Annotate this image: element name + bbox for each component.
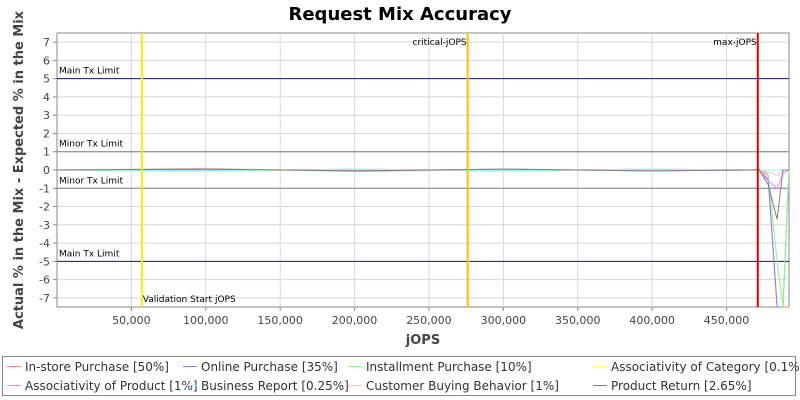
x-tick-label: 200,000 — [332, 314, 378, 327]
x-tick-label: 100,000 — [183, 314, 229, 327]
legend-item: Installment Purchase [10%] — [348, 360, 532, 374]
legend-swatch — [593, 385, 607, 386]
legend-item: Online Purchase [35%] — [183, 360, 338, 374]
legend-label: Customer Buying Behavior [1%] — [366, 379, 559, 393]
limit-line-label: Main Tx Limit — [59, 67, 120, 77]
legend-item: Business Report [0.25%] — [183, 379, 349, 393]
legend-label: Installment Purchase [10%] — [366, 360, 532, 374]
marker-label: max-jOPS — [713, 38, 757, 48]
limit-line-label: Minor Tx Limit — [59, 176, 124, 186]
y-tick-label: 6 — [43, 54, 50, 67]
legend-label: In-store Purchase [50%] — [25, 360, 169, 374]
legend-swatch — [183, 366, 197, 367]
y-tick-label: 2 — [43, 127, 50, 140]
axes: 7 6 5 4 3 2 1 0 -1 -2 -3 -4 -5 -6 -7 50,000 100,000 150,0… — [39, 36, 749, 327]
marker-label: Validation Start jOPS — [143, 295, 236, 305]
x-axis-label: jOPS — [405, 333, 440, 348]
legend-swatch — [348, 385, 362, 386]
legend-item: Associativity of Category [0.1%] — [593, 360, 800, 374]
legend-item: Product Return [2.65%] — [593, 379, 752, 393]
marker-label: critical-jOPS — [413, 38, 467, 48]
legend-swatch — [7, 366, 21, 367]
marker-lines: Validation Start jOPS critical-jOPS max-jO… — [140, 33, 759, 307]
y-tick-label: 3 — [43, 109, 50, 122]
legend-swatch — [183, 385, 197, 386]
legend-label: Business Report [0.25%] — [201, 379, 349, 393]
y-tick-label: -3 — [39, 219, 50, 232]
x-tick-label: 300,000 — [481, 314, 527, 327]
legend-item: Associativity of Product [1%] — [7, 379, 198, 393]
y-tick-label: 5 — [43, 73, 50, 86]
y-tick-label: -6 — [39, 274, 50, 287]
legend-label: Associativity of Product [1%] — [25, 379, 198, 393]
y-tick-label: 1 — [43, 146, 50, 159]
legend: In-store Purchase [50%] Online Purchase [… — [2, 356, 800, 396]
legend-label: Associativity of Category [0.1%] — [611, 360, 800, 374]
limit-line-label: Main Tx Limit — [59, 249, 120, 259]
x-tick-label: 400,000 — [629, 314, 675, 327]
limit-line-label: Minor Tx Limit — [59, 140, 124, 150]
legend-label: Online Purchase [35%] — [201, 360, 338, 374]
series-lines — [56, 167, 790, 308]
x-tick-label: 150,000 — [257, 314, 303, 327]
y-tick-label: 4 — [43, 91, 50, 104]
y-tick-label: 0 — [43, 164, 50, 177]
legend-swatch — [348, 366, 362, 367]
y-tick-label: -7 — [39, 292, 50, 305]
legend-item: Customer Buying Behavior [1%] — [348, 379, 559, 393]
x-tick-label: 50,000 — [112, 314, 151, 327]
chart-title: Request Mix Accuracy — [288, 4, 511, 25]
y-tick-label: 7 — [43, 36, 50, 49]
legend-label: Product Return [2.65%] — [611, 379, 752, 393]
legend-item: In-store Purchase [50%] — [7, 360, 169, 374]
legend-swatch — [7, 385, 21, 386]
chart: Request Mix Accuracy Main Tx Limit Minor … — [12, 4, 790, 348]
y-tick-label: -2 — [39, 201, 50, 214]
x-tick-label: 450,000 — [704, 314, 750, 327]
series-line — [56, 168, 789, 220]
y-axis-label: Actual % in the Mix - Expected % in the … — [12, 10, 27, 329]
y-tick-label: -1 — [39, 182, 50, 195]
limit-lines: Main Tx Limit Minor Tx Limit Minor Tx Limi… — [57, 67, 789, 262]
legend-swatch — [593, 366, 607, 367]
x-tick-label: 350,000 — [555, 314, 601, 327]
y-tick-label: -4 — [39, 237, 50, 250]
y-tick-label: -5 — [39, 255, 50, 268]
x-tick-label: 250,000 — [406, 314, 452, 327]
